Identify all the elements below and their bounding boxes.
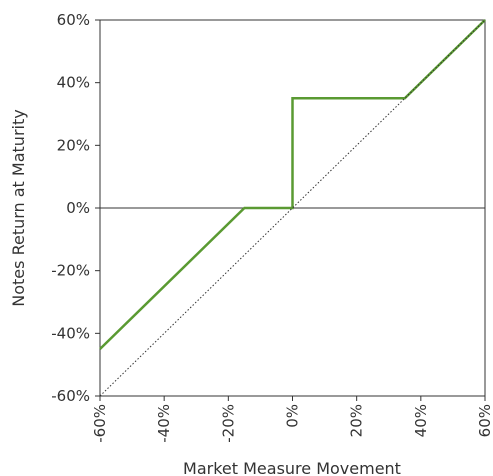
y-tick-label: 40% bbox=[57, 74, 90, 92]
y-tick-label: -40% bbox=[51, 324, 90, 342]
y-axis-title: Notes Return at Maturity bbox=[9, 109, 28, 306]
x-tick-label: -20% bbox=[219, 404, 237, 443]
x-axis-title: Market Measure Movement bbox=[183, 459, 401, 476]
y-tick-label: 20% bbox=[57, 136, 90, 154]
reference-line bbox=[99, 19, 486, 397]
series-layer bbox=[99, 19, 486, 397]
y-tick-label: 0% bbox=[66, 199, 90, 217]
payoff-line bbox=[99, 19, 486, 350]
y-tick-label: -60% bbox=[51, 387, 90, 405]
x-tick-label: -60% bbox=[91, 404, 109, 443]
labels-layer: -60% -40% -20% 0% 20% 40% 60% -60% -40% -20% 0% 20%… bbox=[51, 11, 493, 443]
y-tick-label: 60% bbox=[57, 11, 90, 29]
x-tick-label: 40% bbox=[412, 404, 430, 437]
x-tick-label: -40% bbox=[155, 404, 173, 443]
x-tick-label: 0% bbox=[284, 404, 302, 428]
x-tick-label: 60% bbox=[476, 404, 493, 437]
y-tick-label: -20% bbox=[51, 262, 90, 280]
x-tick-label: 20% bbox=[348, 404, 366, 437]
